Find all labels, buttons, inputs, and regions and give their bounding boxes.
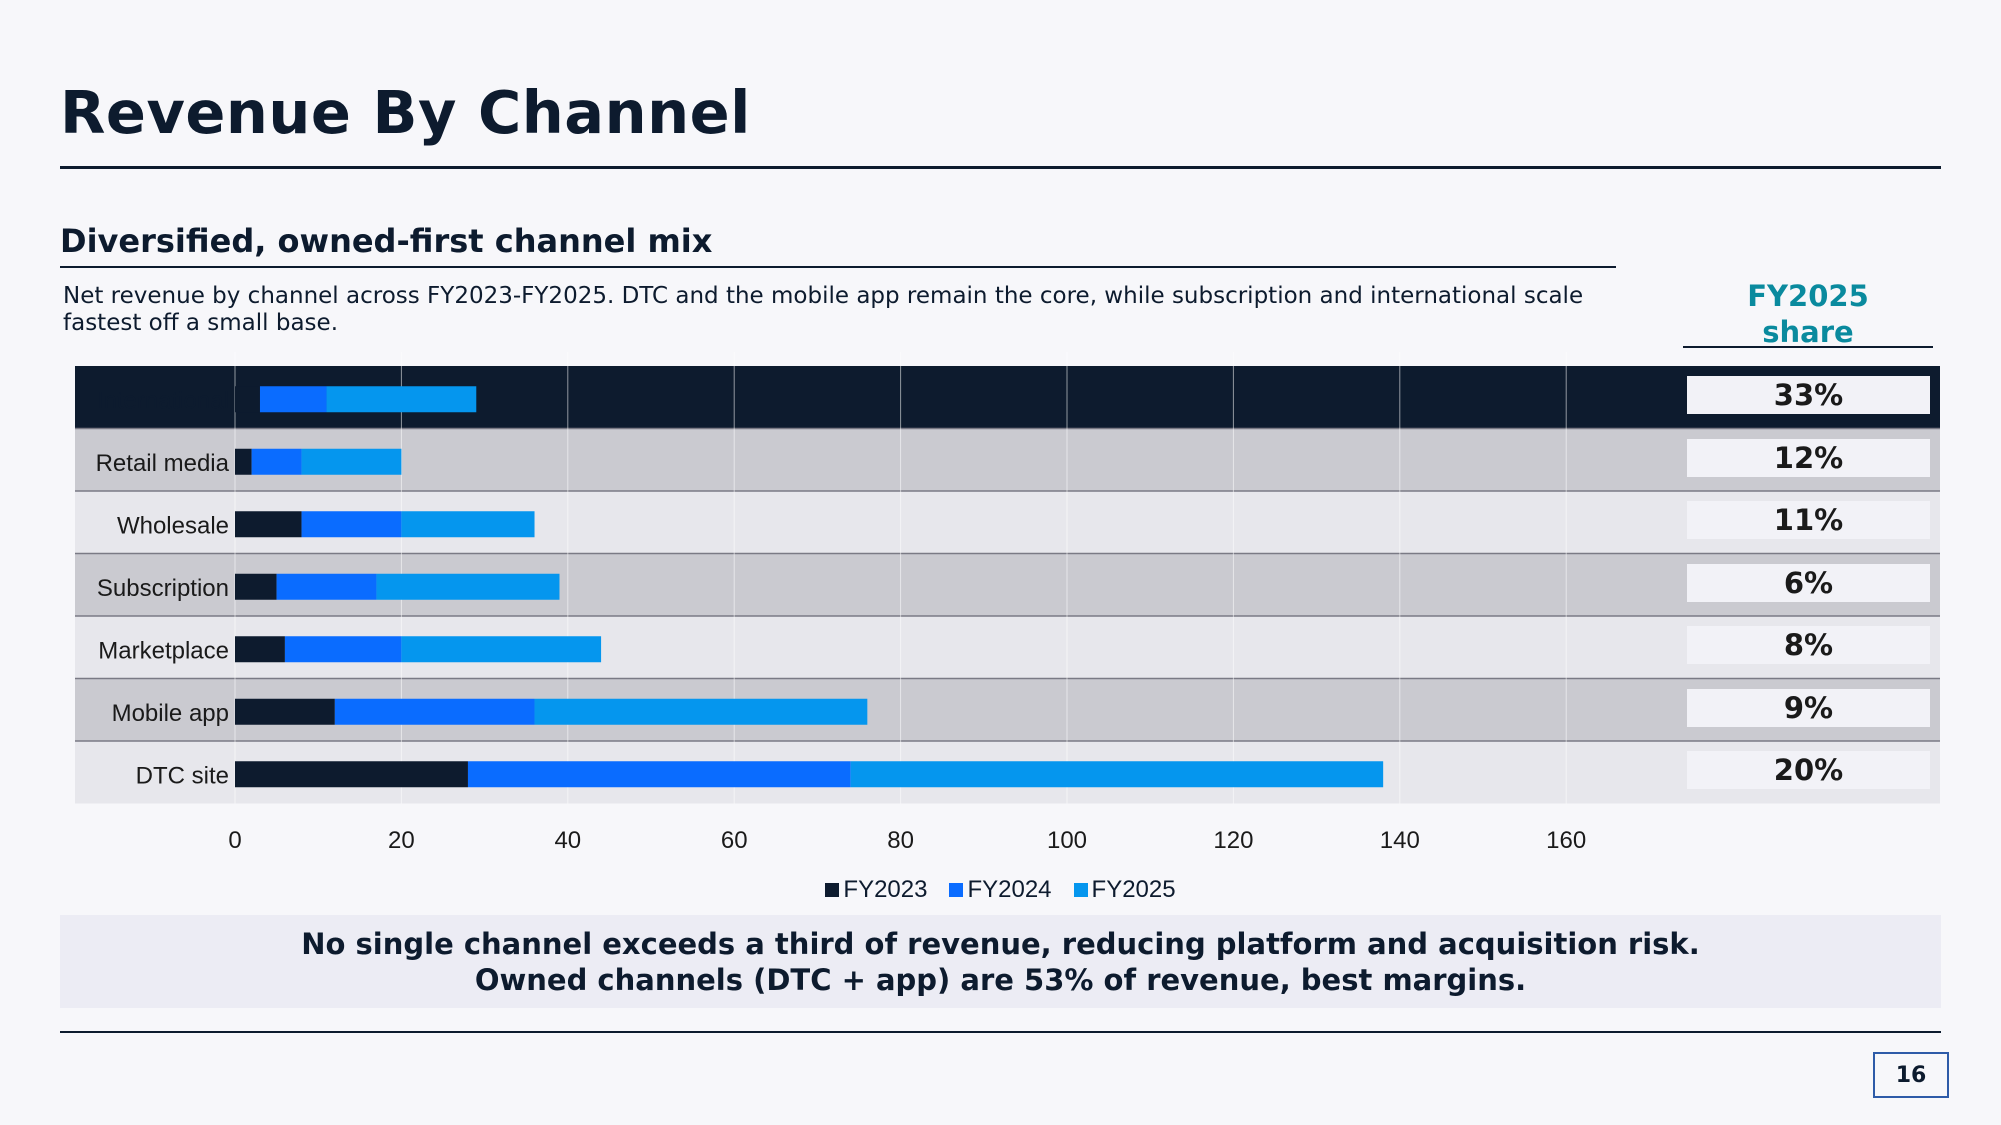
share-value: 8%: [1687, 626, 1930, 664]
x-tick-label: 40: [554, 827, 581, 854]
share-value: 20%: [1687, 751, 1930, 789]
legend-item-fy2025: FY2025: [1073, 876, 1176, 904]
x-tick-label: 120: [1213, 827, 1253, 854]
category-label: Marketplace: [98, 637, 229, 664]
x-tick-label: 0: [228, 827, 241, 854]
bar-segment: [401, 636, 602, 663]
bar-segment: [326, 386, 477, 413]
takeaway-callout: No single channel exceeds a third of rev…: [60, 915, 1941, 1008]
category-label: International: [97, 387, 229, 414]
legend-label-fy2024: FY2024: [967, 876, 1052, 903]
legend-item-fy2023: FY2023: [825, 876, 927, 904]
section-heading: Diversified, owned-first channel mix: [60, 222, 713, 260]
x-tick-label: 100: [1047, 827, 1087, 854]
page-number: 16: [1873, 1052, 1949, 1098]
share-value: 6%: [1687, 563, 1930, 602]
share-value: 11%: [1687, 501, 1930, 539]
x-tick-label: 80: [887, 827, 914, 854]
bar-segment: [235, 573, 277, 600]
category-label: Subscription: [97, 575, 229, 602]
share-header-year: FY2025: [1747, 279, 1869, 313]
legend-label-fy2023: FY2023: [843, 876, 928, 903]
x-tick-label: 160: [1546, 827, 1586, 854]
share-value: 33%: [1687, 376, 1930, 414]
bar-segment: [301, 448, 402, 475]
legend-swatch-fy2025: [1073, 883, 1088, 897]
section-divider: [60, 266, 1616, 268]
category-label: Retail media: [96, 450, 230, 477]
slide-title: Revenue By Channel: [60, 78, 751, 147]
category-label: Wholesale: [117, 512, 229, 539]
takeaway-line-2: Owned channels (DTC + app) are 53% of re…: [474, 962, 1527, 997]
bar-segment: [376, 573, 560, 600]
takeaway-line-1: No single channel exceeds a third of rev…: [301, 926, 1700, 961]
category-label: DTC site: [136, 762, 229, 789]
bar-segment: [235, 448, 252, 475]
x-tick-label: 140: [1380, 827, 1420, 854]
legend-item-fy2024: FY2024: [949, 876, 1052, 904]
chart-legend: FY2023 FY2024 FY2025: [0, 876, 2001, 904]
share-value: 9%: [1687, 688, 1930, 727]
chart-description: Net revenue by channel across FY2023-FY2…: [63, 283, 1584, 336]
share-header-label: share: [1762, 315, 1854, 349]
bar-segment: [235, 761, 468, 788]
bar-segment: [284, 636, 402, 663]
x-tick-label: 60: [721, 827, 748, 854]
bar-segment: [235, 698, 335, 725]
bar-segment: [235, 636, 285, 663]
share-header-divider: [1683, 346, 1933, 348]
share-column-header: FY2025 share: [1683, 278, 1933, 350]
legend-swatch-fy2024: [949, 883, 964, 897]
footer-divider: [60, 1031, 1941, 1033]
bar-segment: [301, 511, 402, 538]
bar-segment: [534, 698, 868, 725]
bar-segment: [467, 761, 851, 788]
bar-segment: [259, 386, 327, 413]
x-tick-label: 20: [388, 827, 415, 854]
category-label: Mobile app: [112, 700, 229, 727]
bar-segment: [235, 386, 260, 413]
bar-segment: [850, 761, 1384, 788]
legend-swatch-fy2023: [825, 883, 840, 897]
share-value: 12%: [1687, 438, 1930, 477]
bar-segment: [401, 511, 535, 538]
title-divider: [60, 166, 1941, 169]
legend-label-fy2025: FY2025: [1091, 876, 1176, 903]
channel-revenue-chart: International Retail media Wholesale Subscr…: [75, 366, 1940, 854]
bar-segment: [235, 511, 302, 538]
bar-segment: [334, 698, 535, 725]
bar-segment: [276, 573, 377, 600]
bar-segment: [251, 448, 302, 475]
